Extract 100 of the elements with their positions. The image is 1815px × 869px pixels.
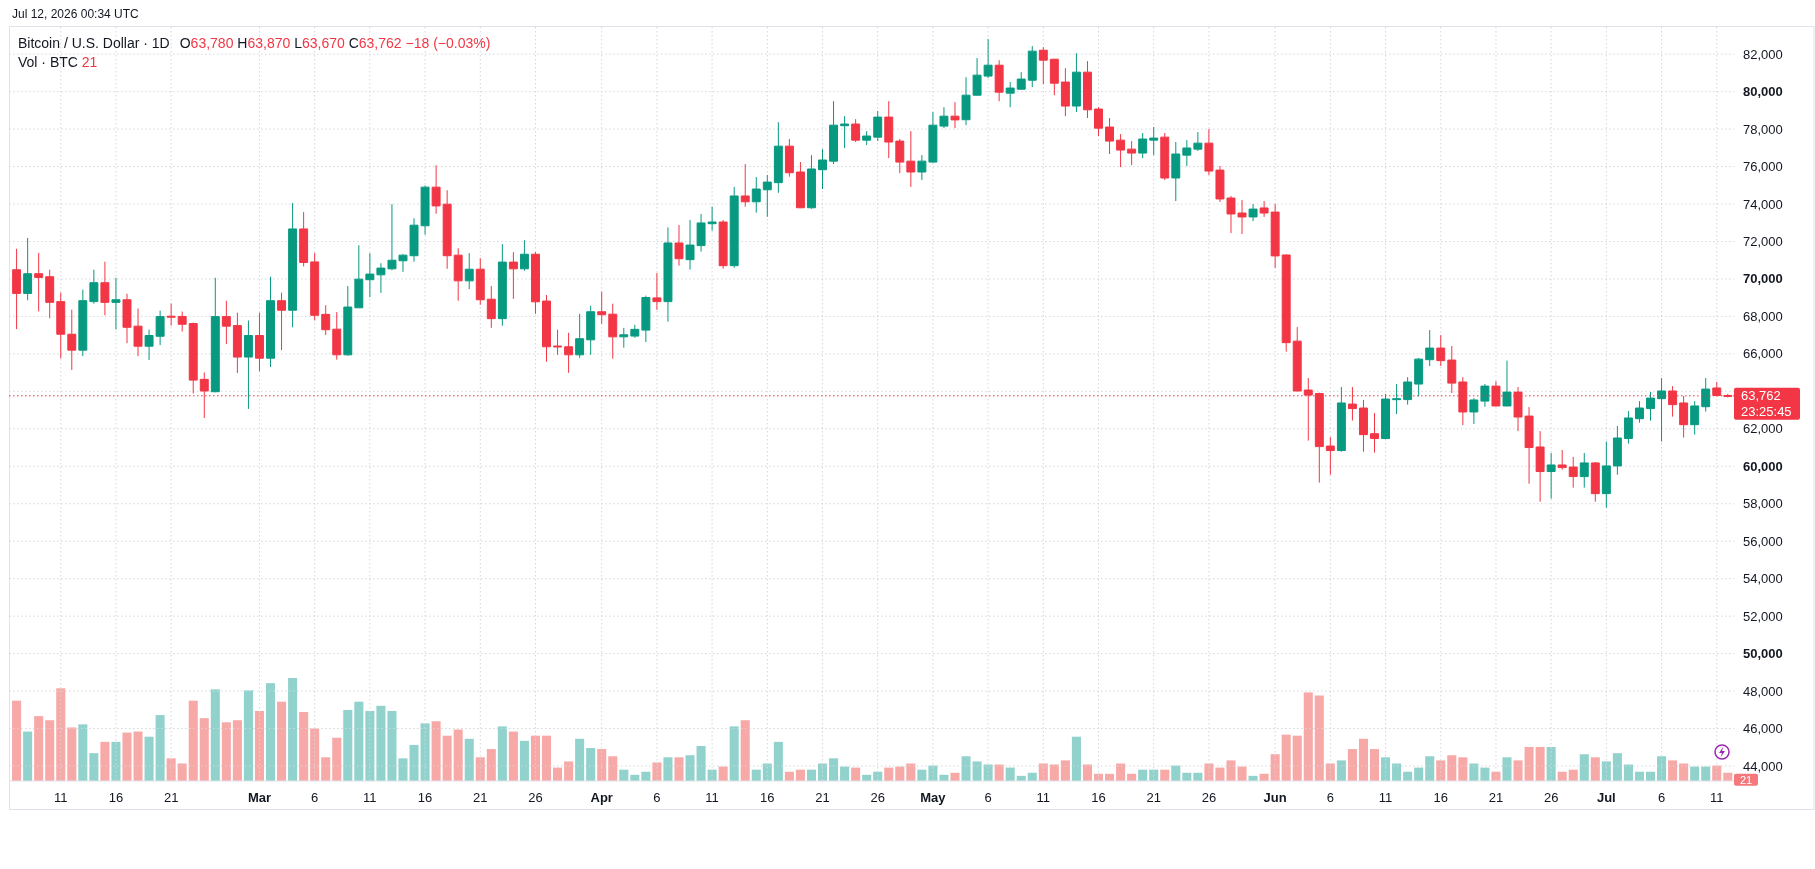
candlestick [1635,400,1644,424]
candlestick [1392,383,1402,415]
bar [354,701,364,781]
x-tick-label: Apr [590,789,613,805]
bar [122,732,132,781]
candlestick [1182,139,1192,167]
candlestick [34,252,44,312]
candlestick [177,311,187,333]
bar [332,737,342,781]
x-tick-label: 26 [1201,789,1217,805]
candlestick [243,320,253,410]
text: O63,780 H63,870 L63,670 C63,762 −18 (−0.03%) [179,35,491,51]
candlestick [1193,131,1203,152]
bar [177,763,187,781]
bar [243,690,253,781]
bar [1612,753,1622,781]
y-tick-label: 66,000 [1743,346,1783,362]
bar [608,756,618,781]
bar [829,758,839,781]
candlestick [1690,400,1700,436]
candlestick [1557,449,1567,471]
bar [1116,763,1126,781]
candlestick [1016,71,1026,91]
x-tick-label: Jun [1263,789,1287,805]
x-tick-label: 6 [1657,789,1666,805]
x-tick-label: 16 [108,789,124,805]
bar [486,749,496,781]
x-tick-label: Mar [247,789,272,805]
candlestick [78,289,88,357]
bar [442,735,452,781]
bar [519,740,529,781]
bar [431,721,441,781]
bar [343,709,353,781]
candlestick [873,110,883,142]
candlestick [795,161,805,209]
candlestick [630,324,640,339]
bar [288,678,298,781]
bar [100,741,110,781]
candlestick [1149,126,1159,156]
candlestick [508,251,518,300]
candlestick [1370,412,1379,454]
candlestick [862,130,872,146]
candlestick [1071,52,1081,113]
x-tick-label: 26 [870,789,885,805]
bar [398,758,408,781]
bar [232,720,242,781]
candlestick [1568,456,1578,489]
candlestick [288,202,298,328]
bar [541,735,552,781]
text: 23:25:45 [1741,404,1792,420]
candlestick [67,309,77,371]
bar [685,755,695,781]
text: Jul 12, 2026 00:34 UTC [12,7,140,21]
bar [1458,757,1468,781]
candlestick [1138,132,1148,159]
candlestick [299,211,309,267]
x-tick-label: 11 [1036,789,1051,805]
bar [199,718,209,781]
candlestick [1049,58,1059,96]
candlestick [564,332,574,374]
candlestick [343,285,353,357]
candlestick [1038,46,1048,85]
candlestick [266,276,275,368]
x-tick-label: 16 [1433,789,1448,805]
candlestick [1005,81,1015,108]
candlestick [917,154,927,181]
y-tick-label: 58,000 [1743,496,1783,512]
bar [1347,749,1357,781]
candlestick [56,292,66,359]
candlestick [807,154,816,210]
bar [155,715,165,781]
y-tick-label: 52,000 [1743,608,1783,624]
candlestick [1601,441,1611,509]
candlestick [1657,377,1667,443]
bar [12,700,22,781]
candlestick [851,118,861,143]
bar [773,741,783,781]
candlestick [1060,67,1070,117]
bar [1358,738,1368,781]
candlestick [906,130,916,188]
candlestick [575,313,585,359]
bar [254,710,264,781]
candlestick [12,248,22,330]
candlestick [166,303,176,327]
bar [188,700,198,781]
bar [221,722,231,781]
candlestick [718,219,728,270]
x-tick-label: 16 [417,789,433,805]
bar [1425,756,1435,781]
candlestick [23,237,33,301]
candlestick [1414,357,1424,398]
bar [674,757,684,781]
x-tick-label: 26 [528,789,543,805]
bar [1281,734,1291,781]
x-tick-label: 11 [1378,789,1393,805]
bar [1535,747,1545,781]
candlestick [210,277,220,393]
candlestick [431,164,441,215]
candlestick [553,329,563,356]
y-tick-label: 72,000 [1743,233,1783,249]
